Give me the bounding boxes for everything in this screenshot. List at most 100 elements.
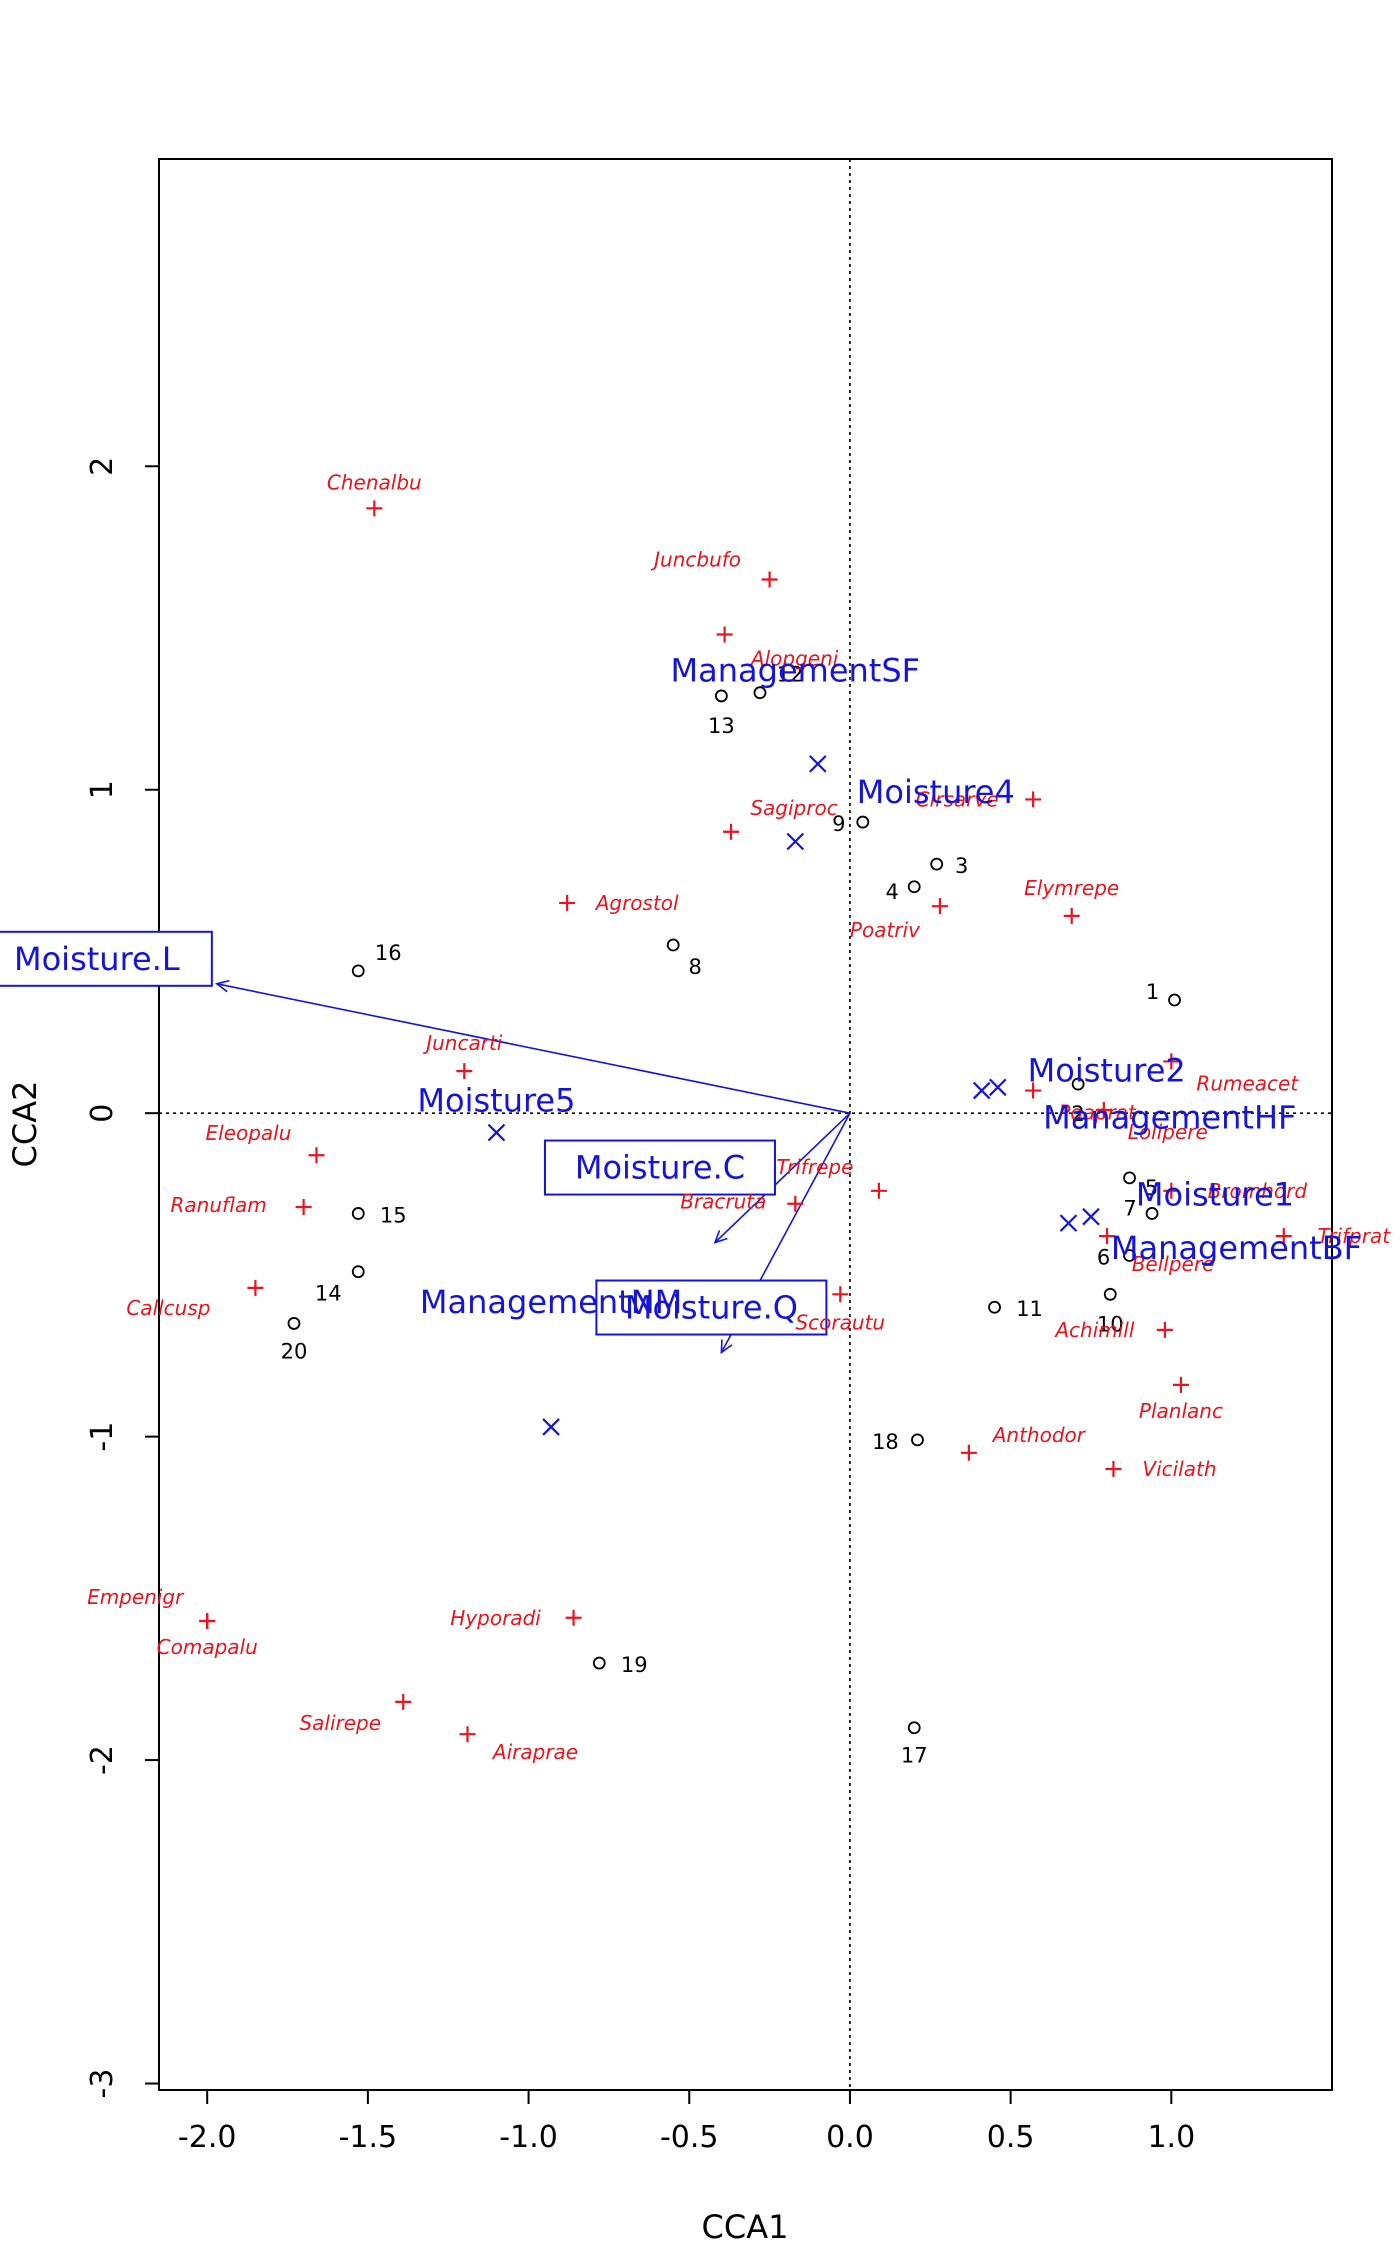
site-label: 1 <box>1146 980 1159 1004</box>
x-axis: -2.0 -1.5 -1.0 -0.5 0.0 0.5 1.0 <box>178 2090 1195 2155</box>
species-label: Empenigr <box>87 1585 185 1609</box>
species-point <box>459 1726 476 1743</box>
site-point <box>714 689 728 703</box>
x-tick-label: -1.0 <box>499 2120 558 2155</box>
site-label: 18 <box>872 1430 899 1454</box>
site-label: 19 <box>621 1653 648 1677</box>
site-point <box>1071 1077 1085 1091</box>
site-point <box>1103 1287 1117 1301</box>
species-label: Planlanc <box>1139 1399 1223 1423</box>
species-label: Cirsarve <box>916 787 999 811</box>
y-tick-label: 0 <box>85 1104 120 1123</box>
site-point <box>856 815 870 829</box>
species-point <box>1025 1082 1042 1099</box>
species-label: Bracruta <box>680 1190 766 1214</box>
species-label: Poatriv <box>850 918 921 942</box>
species-point <box>295 1198 312 1215</box>
site-label: 5 <box>1145 1176 1158 1200</box>
species-label: Lolipere <box>1128 1120 1208 1144</box>
centroid-point <box>542 1418 560 1436</box>
site-point <box>753 686 767 700</box>
species-point <box>723 823 740 840</box>
species-label: Sagiproc <box>750 796 837 820</box>
species-label: Trifprat <box>1318 1224 1392 1248</box>
x-axis-title: CCA1 <box>702 2208 789 2246</box>
species-label: Bellpere <box>1132 1252 1215 1276</box>
species-point <box>1156 1321 1173 1338</box>
species-point <box>787 1195 804 1212</box>
site-point <box>911 1433 924 1447</box>
site-label: 20 <box>281 1339 308 1363</box>
centroid-label: Moisture1 <box>1136 1176 1294 1214</box>
site-point <box>907 880 921 894</box>
arrow-label-box <box>543 1139 776 1196</box>
site-point <box>351 1207 365 1220</box>
centroid-label: Moisture5 <box>417 1082 575 1120</box>
y-tick-label: -1 <box>85 1422 120 1452</box>
arrow-label-box <box>595 1279 828 1336</box>
species-point <box>559 894 576 911</box>
arrow-head <box>713 1230 728 1244</box>
site-label: 11 <box>1016 1297 1043 1321</box>
species-points: Achimill Agrostol Airaprae Alopgeni Anthodor… <box>87 470 1391 1764</box>
centroid-point <box>988 1078 1007 1097</box>
species-label: Callcusp <box>126 1296 210 1320</box>
species-label: Ranuflam <box>171 1193 267 1217</box>
species-label: Hyporadi <box>450 1606 541 1630</box>
site-point <box>930 857 944 871</box>
site-point <box>1168 993 1181 1007</box>
plot-frame <box>158 158 1333 2091</box>
centroid-point <box>487 1123 506 1142</box>
centroid-label: Moisture4 <box>857 773 1015 811</box>
site-point <box>351 964 365 978</box>
site-point <box>1123 1171 1136 1185</box>
site-point <box>287 1317 301 1330</box>
x-tick-label: 1.0 <box>1147 2120 1195 2155</box>
species-label: Anthodor <box>991 1423 1087 1447</box>
species-point <box>308 1147 325 1164</box>
site-label: 17 <box>901 1744 928 1768</box>
centroid-point <box>786 832 805 851</box>
species-point <box>931 898 948 915</box>
site-point <box>1145 1207 1159 1220</box>
site-label: 7 <box>1123 1196 1136 1220</box>
y-axis: -3 -2 -1 0 1 2 <box>85 457 159 2099</box>
centroid-point <box>1082 1207 1100 1226</box>
site-label: 12 <box>777 663 804 687</box>
species-label: Agrostol <box>594 891 679 915</box>
site-label: 13 <box>708 714 735 738</box>
species-point <box>247 1279 264 1296</box>
species-label: Eleopalu <box>206 1121 292 1145</box>
species-label: Comapalu <box>157 1635 258 1659</box>
species-label: Elymrepe <box>1024 876 1119 900</box>
arrow-label: Moisture.C <box>575 1149 745 1187</box>
species-point <box>1063 907 1080 924</box>
species-label: Juncarti <box>422 1031 503 1055</box>
y-tick-label: 1 <box>85 780 120 799</box>
species-point <box>716 626 733 643</box>
centroid-point <box>972 1081 991 1100</box>
y-tick-label: -3 <box>85 2069 120 2099</box>
site-point <box>351 1265 365 1279</box>
species-point <box>199 1613 216 1629</box>
site-point <box>666 938 680 952</box>
species-point <box>832 1286 849 1303</box>
species-point <box>1172 1376 1189 1393</box>
ordered-factor-arrows: Moisture.L Moisture.C Moisture.Q <box>0 930 851 1355</box>
species-label: Vicilath <box>1142 1457 1216 1481</box>
x-tick-label: -2.0 <box>178 2120 237 2155</box>
factor-centroids: Moisture1 Moisture2 Moisture4 Moisture5 Mana… <box>417 651 1362 1436</box>
site-label: 2 <box>1071 1102 1084 1126</box>
centroid-label: ManagementNM <box>420 1283 682 1321</box>
site-label: 4 <box>886 880 899 904</box>
centroid-label: ManagementBF <box>1111 1229 1362 1267</box>
species-point <box>1099 1228 1116 1245</box>
centroid-point <box>1059 1214 1078 1232</box>
species-point <box>1025 791 1042 808</box>
species-point <box>870 1182 887 1199</box>
species-label: Airaprae <box>491 1740 578 1764</box>
site-point <box>592 1656 606 1670</box>
centroid-point <box>809 755 827 773</box>
